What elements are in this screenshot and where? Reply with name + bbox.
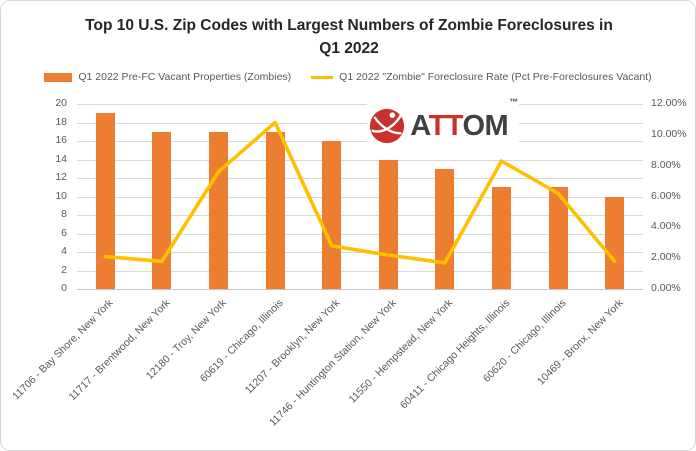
left-axis-tick: 18 [55,115,67,128]
gridline [77,289,643,290]
logo-letters-tt: TT [428,109,463,142]
gridline [77,270,643,272]
left-axis-tick: 0 [61,282,67,294]
gridline [77,233,643,235]
legend-line-label: Q1 2022 "Zombie" Foreclosure Rate (Pct P… [339,71,652,83]
gridline [77,196,643,198]
bar [322,141,342,289]
gridline [77,122,643,124]
bar [209,131,228,289]
zombie-rate-line [103,120,617,265]
left-axis-tick: 10 [55,189,67,202]
category-label: 11207 - Brooklyn, New York [242,297,343,397]
right-axis-tick: 8.00% [651,158,681,171]
attom-logo-text: ATTOM™ [410,97,518,142]
category-label: 11706 - Bay Shore, New York [10,297,116,403]
logo-letter-a: A [410,109,429,142]
attom-logo: ATTOM™ [367,97,519,152]
chart-title-line1: Top 10 U.S. Zip Codes with Largest Numbe… [85,17,613,34]
gridline [77,252,643,253]
left-axis-tick: 12 [55,171,67,183]
left-axis-tick: 14 [55,152,67,165]
right-axis-tick: 12.00% [651,97,687,109]
gridline [77,215,643,216]
bar [265,131,285,289]
bar [492,187,511,289]
bar [605,196,625,289]
gridline [77,159,643,161]
legend-bar-label: Q1 2022 Pre-FC Vacant Properties (Zombie… [78,71,292,83]
right-axis-tick: 0.00% [651,282,681,294]
left-axis-tick: 6 [61,226,67,239]
line-series [103,120,617,265]
gridline [77,104,643,105]
bar [152,131,172,289]
attom-globe-icon [370,108,405,144]
logo-letters-om: OM [462,109,509,142]
legend-bar-swatch [44,72,73,82]
chart-title: Top 10 U.S. Zip Codes with Largest Numbe… [29,14,669,61]
category-label: 60411 - Chicago Heights, Illinois [397,297,512,412]
bar [95,113,115,289]
category-label: 11717 - Brentwood, New York [66,297,173,404]
left-axis-tick: 4 [61,245,67,257]
legend-item-bars: Q1 2022 Pre-FC Vacant Properties (Zombie… [44,71,291,83]
category-label: 11550 - Hempstead, New York [346,297,456,406]
chart-title-line2: Q1 2022 [319,40,379,58]
left-axis-tick: 2 [61,263,67,276]
logo-trademark: ™ [509,96,518,107]
gridline [77,178,643,179]
plot-area: ATTOM™ [77,97,643,290]
bar [435,168,455,289]
gridline [77,141,643,142]
right-axis-tick: 2.00% [651,251,681,264]
left-axis-tick: 8 [61,208,67,220]
legend: Q1 2022 Pre-FC Vacant Properties (Zombie… [1,71,695,83]
right-axis-tick: 6.00% [651,189,681,202]
right-axis-tick: 4.00% [651,220,681,233]
left-axis-tick: 16 [55,134,67,146]
right-axis-tick: 10.00% [651,127,687,140]
legend-item-line: Q1 2022 "Zombie" Foreclosure Rate (Pct P… [311,71,652,83]
left-axis-tick: 20 [55,97,67,109]
bar [548,187,568,289]
legend-line-swatch [311,75,334,79]
